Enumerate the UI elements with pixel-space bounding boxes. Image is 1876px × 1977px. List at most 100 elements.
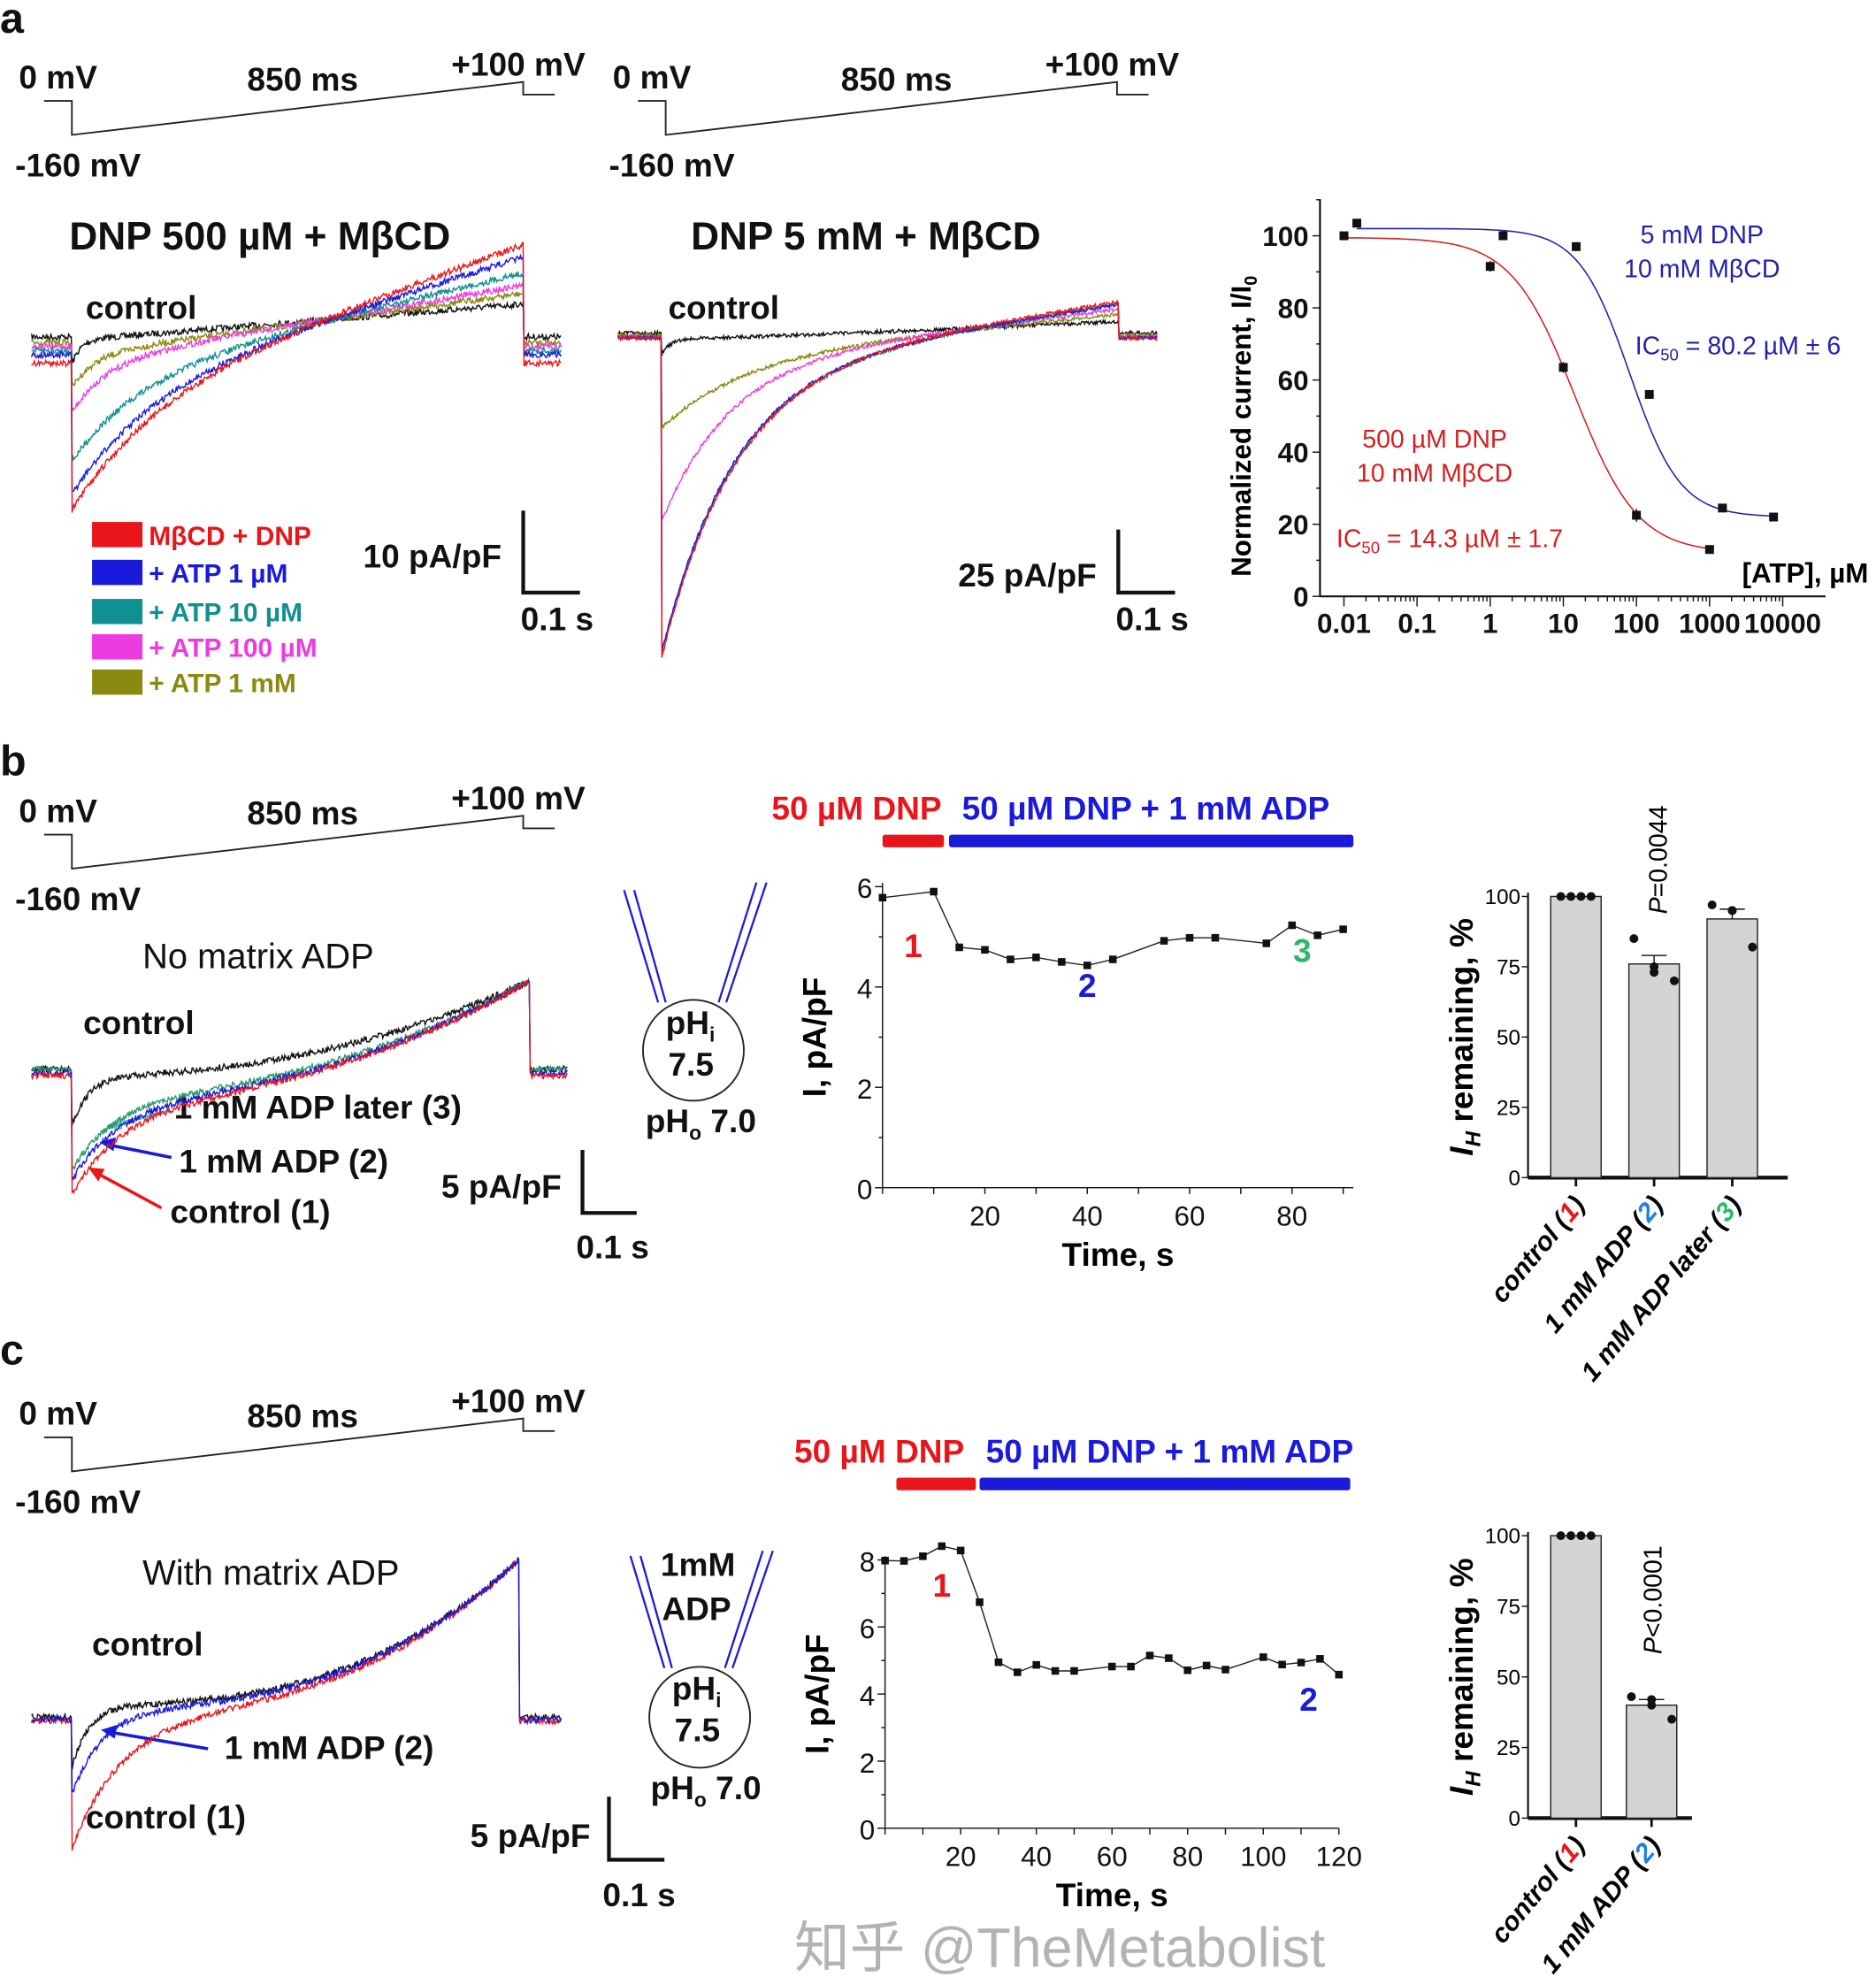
data-point <box>900 1557 908 1565</box>
traces-a-right <box>616 299 1158 658</box>
timepoint-marker: 2 <box>1078 967 1097 1004</box>
phi-label: pH <box>666 1004 709 1041</box>
data-point <box>1032 954 1040 962</box>
current-trace <box>617 302 1158 652</box>
data-dot <box>1556 1531 1566 1541</box>
bar <box>1627 963 1681 1179</box>
y-tick-label: 25 <box>1497 1096 1520 1120</box>
protocol-hold-label: 0 mV <box>19 1395 97 1432</box>
y-tick-label: 100 <box>1262 221 1308 252</box>
annotation-adp: 1 mM ADP (2) <box>99 1137 388 1180</box>
x-tick-label: 100 <box>1240 1842 1286 1873</box>
protocol-hold-label: 0 mV <box>613 58 692 96</box>
legend-label: MβCD + DNP <box>149 522 311 551</box>
protocol-step-label: -160 mV <box>15 147 141 184</box>
current-trace <box>30 979 568 1195</box>
application-bar <box>949 834 1354 847</box>
scale-current-label: 25 pA/pF <box>958 556 1096 594</box>
application-label: 50 µM DNP + 1 mM ADP <box>962 789 1330 826</box>
traces-b <box>30 977 568 1195</box>
legend-swatch <box>92 522 143 548</box>
protocol-hold-label: 0 mV <box>19 58 97 96</box>
bar <box>1550 895 1602 1179</box>
trace-title-right: DNP 5 mM + MβCD <box>691 215 1041 258</box>
data-point <box>1108 955 1117 963</box>
traces-a-left <box>30 241 563 513</box>
series-line <box>882 891 1344 967</box>
y-tick-label: 50 <box>1497 1666 1520 1690</box>
data-dot <box>1650 968 1659 977</box>
protocol-end-label: +100 mV <box>451 1382 586 1419</box>
data-point <box>1313 931 1321 939</box>
data-point <box>1335 1670 1344 1679</box>
data-point <box>1498 231 1508 241</box>
svg-text:pHo 7.0: pHo 7.0 <box>651 1769 762 1812</box>
phi-label: pH <box>672 1669 716 1706</box>
data-point <box>1007 955 1015 963</box>
bar <box>1550 1535 1602 1820</box>
data-point <box>1160 937 1168 945</box>
y-tick-label: 8 <box>860 1546 875 1577</box>
data-point <box>1769 512 1779 522</box>
scale-current-label: 5 pA/pF <box>471 1817 591 1854</box>
protocol-duration-label: 850 ms <box>841 61 953 98</box>
data-dot <box>1629 934 1639 944</box>
data-point <box>1316 1655 1324 1663</box>
application-bar <box>896 1477 976 1490</box>
y-axis-label: IH remaining, % <box>1443 918 1486 1156</box>
data-dot <box>1586 1531 1596 1541</box>
y-tick-label: 40 <box>1278 438 1309 469</box>
svg-text:pHo 7.0: pHo 7.0 <box>646 1102 756 1145</box>
protocol-step-label: -160 mV <box>609 147 734 184</box>
data-point <box>1032 1660 1040 1669</box>
x-tick-label: 0.1 <box>1397 609 1436 640</box>
current-trace <box>617 306 1158 522</box>
voltage-protocol-a1: 0 mV 850 ms +100 mV -160 mV <box>15 46 586 184</box>
pipette-label: ADP <box>662 1590 731 1628</box>
phi-value: 7.5 <box>668 1046 714 1083</box>
data-point <box>1485 262 1495 272</box>
condition-label-c: With matrix ADP <box>142 1554 399 1593</box>
data-point <box>1718 503 1727 513</box>
data-point <box>1221 1666 1229 1674</box>
protocol-duration-label: 850 ms <box>247 61 358 98</box>
scale-time-label: 0.1 s <box>521 601 593 638</box>
data-point <box>878 893 887 902</box>
scale-bar-a2: 25 pA/pF 0.1 s <box>958 529 1189 638</box>
protocol-step-label: -160 mV <box>15 1483 141 1520</box>
control-label-a2: control <box>668 289 779 326</box>
y-tick-label: 20 <box>1278 510 1309 540</box>
y-tick-label: 4 <box>860 1681 875 1712</box>
x-tick-label: 1000 <box>1679 609 1741 640</box>
watermark: 知乎 @TheMetabolist <box>794 1918 1325 1977</box>
data-dot <box>1727 906 1737 916</box>
data-point <box>1145 1651 1154 1659</box>
y-tick-label: 100 <box>1485 885 1520 909</box>
p-value-label: P=0.0044 <box>1644 805 1673 914</box>
protocol-duration-label: 850 ms <box>247 794 358 831</box>
data-dot <box>1566 1531 1576 1541</box>
timecourse-c: 0 2 4 6 8 20 40 60 80 100 120 Time, s I, pA/pF 1 2 50 µ… <box>794 1432 1362 1913</box>
y-tick-label: 75 <box>1497 1595 1520 1619</box>
panel-label-c: c <box>0 1326 24 1374</box>
x-tick-label: 120 <box>1316 1842 1362 1873</box>
data-dot <box>1667 1714 1677 1724</box>
legend: MβCD + DNP + ATP 1 µM + ATP 10 µM + ATP 100… <box>92 522 318 699</box>
data-point <box>881 1556 889 1565</box>
data-point <box>1051 1667 1060 1675</box>
scale-bar-b: 5 pA/pF 0.1 s <box>441 1149 649 1266</box>
legend-item: + ATP 100 µM <box>92 634 318 663</box>
x-axis-label: Time, s <box>1061 1236 1174 1273</box>
x-axis-label: [ATP], µM <box>1742 558 1869 589</box>
y-tick-label: 50 <box>1497 1026 1520 1050</box>
x-tick-label: 40 <box>1021 1842 1052 1873</box>
data-dot <box>1669 976 1679 985</box>
legend-swatch <box>92 669 143 695</box>
application-label: 50 µM DNP <box>771 789 941 826</box>
data-point <box>1339 925 1347 933</box>
data-point <box>1262 939 1271 947</box>
data-point <box>1644 389 1654 399</box>
current-trace <box>30 977 568 1170</box>
current-trace <box>617 318 1158 356</box>
